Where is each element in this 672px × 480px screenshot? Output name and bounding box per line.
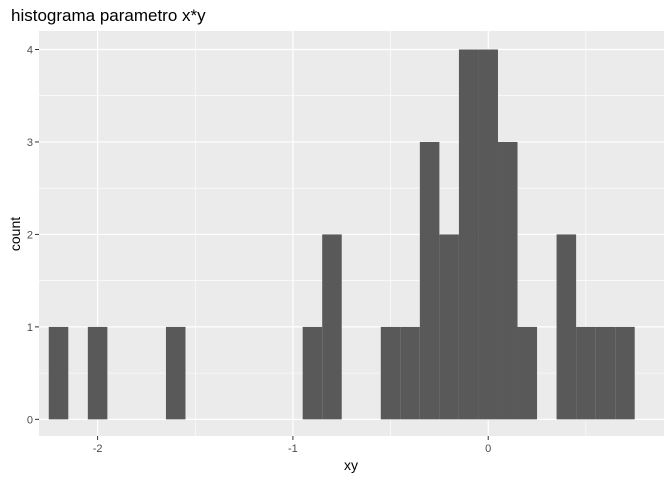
chart-title: histograma parametro x*y xyxy=(11,6,206,25)
histogram-bar xyxy=(322,234,342,420)
histogram-bar xyxy=(595,326,616,420)
y-tick-label: 0 xyxy=(27,414,33,426)
histogram-bar xyxy=(302,326,323,420)
x-axis-ticks: -2 -1 0 xyxy=(93,436,491,455)
histogram-bar xyxy=(615,326,635,420)
histogram-bar xyxy=(517,326,538,420)
histogram-bar xyxy=(165,326,186,420)
histogram-bars xyxy=(48,49,635,420)
histogram-bar xyxy=(458,49,479,420)
histogram-bar xyxy=(556,234,577,420)
histogram-bar xyxy=(48,326,69,420)
y-tick-label: 3 xyxy=(27,137,33,149)
minor-grid xyxy=(39,31,664,436)
x-axis-title: xy xyxy=(344,457,358,473)
histogram-bar xyxy=(576,326,596,420)
y-tick-label: 1 xyxy=(27,322,33,334)
y-axis-title: count xyxy=(7,217,23,251)
histogram-bar xyxy=(400,326,420,420)
y-tick-label: 4 xyxy=(27,44,33,56)
x-tick-label: -2 xyxy=(93,443,103,455)
histogram-bar xyxy=(497,141,518,420)
y-tick-label: 2 xyxy=(27,229,33,241)
y-axis-ticks: 0 1 2 3 4 xyxy=(27,44,39,426)
histogram-bar xyxy=(419,141,440,420)
histogram-bar xyxy=(478,49,498,420)
histogram-bar xyxy=(380,326,401,420)
x-tick-label: -1 xyxy=(288,443,298,455)
x-tick-label: 0 xyxy=(485,443,491,455)
histogram-bar xyxy=(439,234,459,420)
histogram-bar xyxy=(87,326,108,420)
